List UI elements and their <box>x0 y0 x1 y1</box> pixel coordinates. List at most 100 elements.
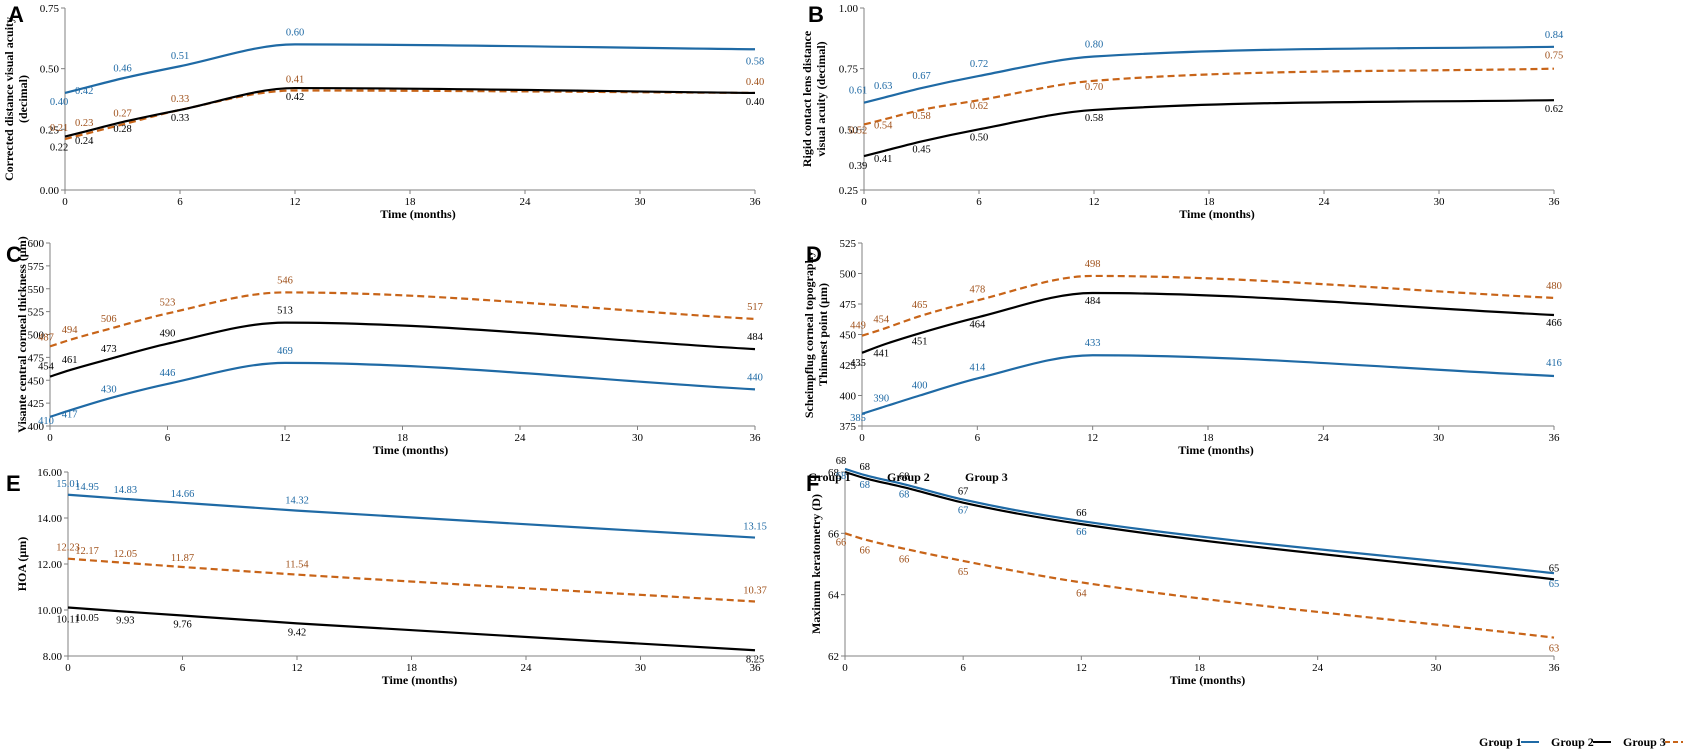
data-label-group-1: 65 <box>1549 579 1560 590</box>
x-axis-title: Time (months) <box>1170 673 1245 687</box>
x-tick-label: 24 <box>1318 432 1330 444</box>
data-label-group-1: 0.67 <box>912 71 930 82</box>
top-legend-label: Group 3 <box>965 470 1008 484</box>
data-label-group-3: 454 <box>873 315 890 326</box>
y-tick-label: 66 <box>828 528 840 540</box>
data-label-group-2: 9.93 <box>116 616 134 627</box>
y-tick-label: 0.25 <box>40 124 60 136</box>
data-label-group-3: 494 <box>62 325 79 336</box>
panel-letter: E <box>6 471 21 496</box>
panel-d: D 375 400 425 450 475 500 525 0 6 12 18 24 30 36 Time (… <box>802 238 1562 457</box>
data-label-group-3: 12.17 <box>75 546 99 557</box>
data-label-group-2: 454 <box>38 362 55 373</box>
x-tick-label: 0 <box>859 432 865 444</box>
x-tick-label: 6 <box>165 432 171 444</box>
x-tick-label: 6 <box>177 196 183 208</box>
data-label-group-1: 400 <box>912 381 928 392</box>
y-axis-title: HOA (µm) <box>15 537 29 592</box>
y-tick-label: 550 <box>28 284 45 296</box>
panel-e: E 8.00 10.00 12.00 14.00 16.00 0 6 12 18 24 30 36 Tim… <box>6 467 767 687</box>
data-label-group-1: 433 <box>1085 338 1101 349</box>
y-tick-label: 0.50 <box>839 124 859 136</box>
series-line-group-1 <box>67 493 756 539</box>
data-label-group-3: 65 <box>958 567 969 578</box>
data-label-group-1: 446 <box>160 368 176 379</box>
x-tick-label: 18 <box>1194 662 1206 674</box>
series-line-group-1 <box>863 45 1555 104</box>
y-tick-label: 525 <box>28 307 45 319</box>
data-label-group-3: 0.62 <box>970 101 988 112</box>
series-line-group-3 <box>67 557 756 603</box>
y-tick-label: 8.00 <box>43 651 63 663</box>
data-label-group-2: 0.50 <box>970 132 988 143</box>
x-axis-title: Time (months) <box>373 443 448 457</box>
data-label-group-1: 416 <box>1546 358 1562 369</box>
x-tick-label: 6 <box>960 662 966 674</box>
data-label-group-3: 66 <box>836 537 847 548</box>
x-tick-label: 12 <box>1089 196 1100 208</box>
x-tick-label: 24 <box>520 196 532 208</box>
data-label-group-1: 0.61 <box>849 86 867 97</box>
y-axis-title: Corrected distance visual acuity(decimal… <box>2 17 30 181</box>
data-label-group-3: 0.75 <box>1545 51 1563 62</box>
x-tick-label: 36 <box>750 196 762 208</box>
x-tick-label: 6 <box>976 196 982 208</box>
x-tick-label: 0 <box>65 662 71 674</box>
series-line-group-3 <box>863 67 1555 126</box>
y-tick-label: 475 <box>840 299 857 311</box>
data-label-group-3: 0.70 <box>1085 82 1103 93</box>
data-label-group-1: 67 <box>958 506 969 517</box>
panel-letter: F <box>806 471 819 496</box>
data-label-group-3: 0.40 <box>746 77 764 88</box>
x-tick-label: 18 <box>1203 432 1215 444</box>
x-tick-label: 12 <box>290 196 301 208</box>
series-line-group-2 <box>861 291 1555 354</box>
y-tick-label: 525 <box>840 238 857 250</box>
data-label-group-3: 66 <box>859 545 870 556</box>
data-label-group-3: 11.87 <box>171 553 194 564</box>
data-label-group-2: 66 <box>1076 508 1087 519</box>
panel-letter: C <box>6 242 22 267</box>
x-tick-label: 30 <box>1434 196 1446 208</box>
y-tick-label: 62 <box>828 651 839 663</box>
data-label-group-1: 68 <box>836 471 847 482</box>
data-label-group-2: 490 <box>160 329 176 340</box>
data-label-group-1: 0.46 <box>113 63 131 74</box>
y-tick-label: 425 <box>28 398 45 410</box>
y-tick-label: 400 <box>840 391 857 403</box>
data-label-group-2: 0.28 <box>113 124 131 135</box>
y-tick-label: 0.75 <box>839 64 859 76</box>
legend: Group 1 Group 2 Group 3 <box>1479 735 1683 749</box>
x-tick-label: 36 <box>1549 196 1561 208</box>
x-tick-label: 0 <box>47 432 53 444</box>
series-line-group-2 <box>844 470 1555 581</box>
data-label-group-1: 0.60 <box>286 27 304 38</box>
x-tick-label: 30 <box>1433 432 1445 444</box>
data-label-group-2: 461 <box>62 355 78 366</box>
data-label-group-3: 487 <box>38 332 54 343</box>
y-tick-label: 12.00 <box>37 559 62 571</box>
series-line-group-3 <box>49 291 756 348</box>
series-line-group-2 <box>67 606 756 652</box>
data-label-group-1: 66 <box>1076 527 1087 538</box>
y-tick-label: 10.00 <box>37 605 62 617</box>
data-label-group-3: 12.23 <box>56 543 80 554</box>
data-label-group-3: 66 <box>899 555 910 566</box>
data-label-group-2: 68 <box>859 462 870 473</box>
data-label-group-1: 0.72 <box>970 59 988 70</box>
panel-letter: B <box>808 2 824 27</box>
series-line-group-2 <box>64 86 756 138</box>
data-label-group-2: 464 <box>969 319 986 330</box>
data-label-group-1: 0.80 <box>1085 40 1103 51</box>
top-legend-label: Group 1 <box>808 470 851 484</box>
x-tick-label: 36 <box>750 432 762 444</box>
x-axis-title: Time (months) <box>1178 443 1253 457</box>
x-axis-title: Time (months) <box>380 207 455 221</box>
x-tick-label: 18 <box>405 196 417 208</box>
y-tick-label: 1.00 <box>839 3 859 15</box>
data-label-group-1: 14.32 <box>285 496 309 507</box>
x-axis-title: Time (months) <box>1179 207 1254 221</box>
x-tick-label: 0 <box>861 196 867 208</box>
data-label-group-2: 435 <box>850 358 866 369</box>
